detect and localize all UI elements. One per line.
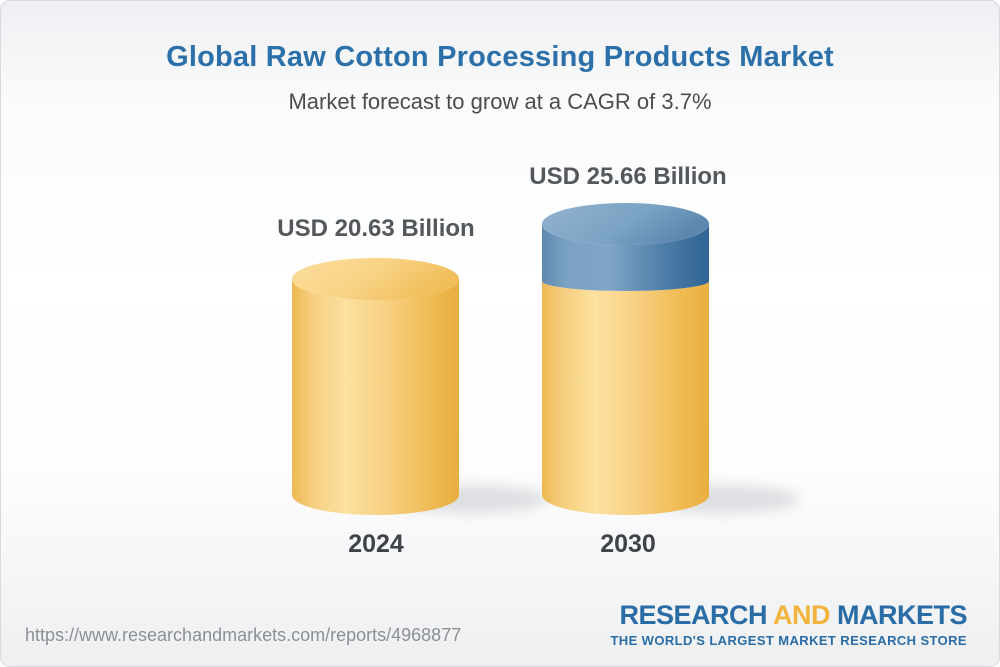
logo-word-research: RESEARCH (619, 600, 767, 630)
logo-wordmark: RESEARCH AND MARKETS (610, 602, 967, 629)
value-label-2030: USD 25.66 Billion (529, 163, 727, 190)
category-label-2030: 2030 (600, 530, 656, 558)
logo-tagline: THE WORLD'S LARGEST MARKET RESEARCH STOR… (610, 633, 967, 648)
report-url: https://www.researchandmarkets.com/repor… (25, 625, 462, 645)
logo-word-markets: MARKETS (837, 600, 968, 630)
page-title: Global Raw Cotton Processing Products Ma… (166, 41, 834, 73)
logo-word-and: AND (772, 600, 831, 630)
value-label-2024: USD 20.63 Billion (277, 215, 475, 242)
cylinder-2024 (292, 258, 460, 515)
page-subtitle: Market forecast to grow at a CAGR of 3.7… (288, 89, 712, 114)
category-label-2024: 2024 (348, 530, 404, 558)
cylinder-2030-growth-segment (542, 224, 709, 291)
research-and-markets-logo: RESEARCH AND MARKETS THE WORLD'S LARGEST… (610, 602, 967, 649)
cylinder-2030 (542, 203, 709, 515)
cylinder-2030-base-segment (542, 281, 709, 515)
